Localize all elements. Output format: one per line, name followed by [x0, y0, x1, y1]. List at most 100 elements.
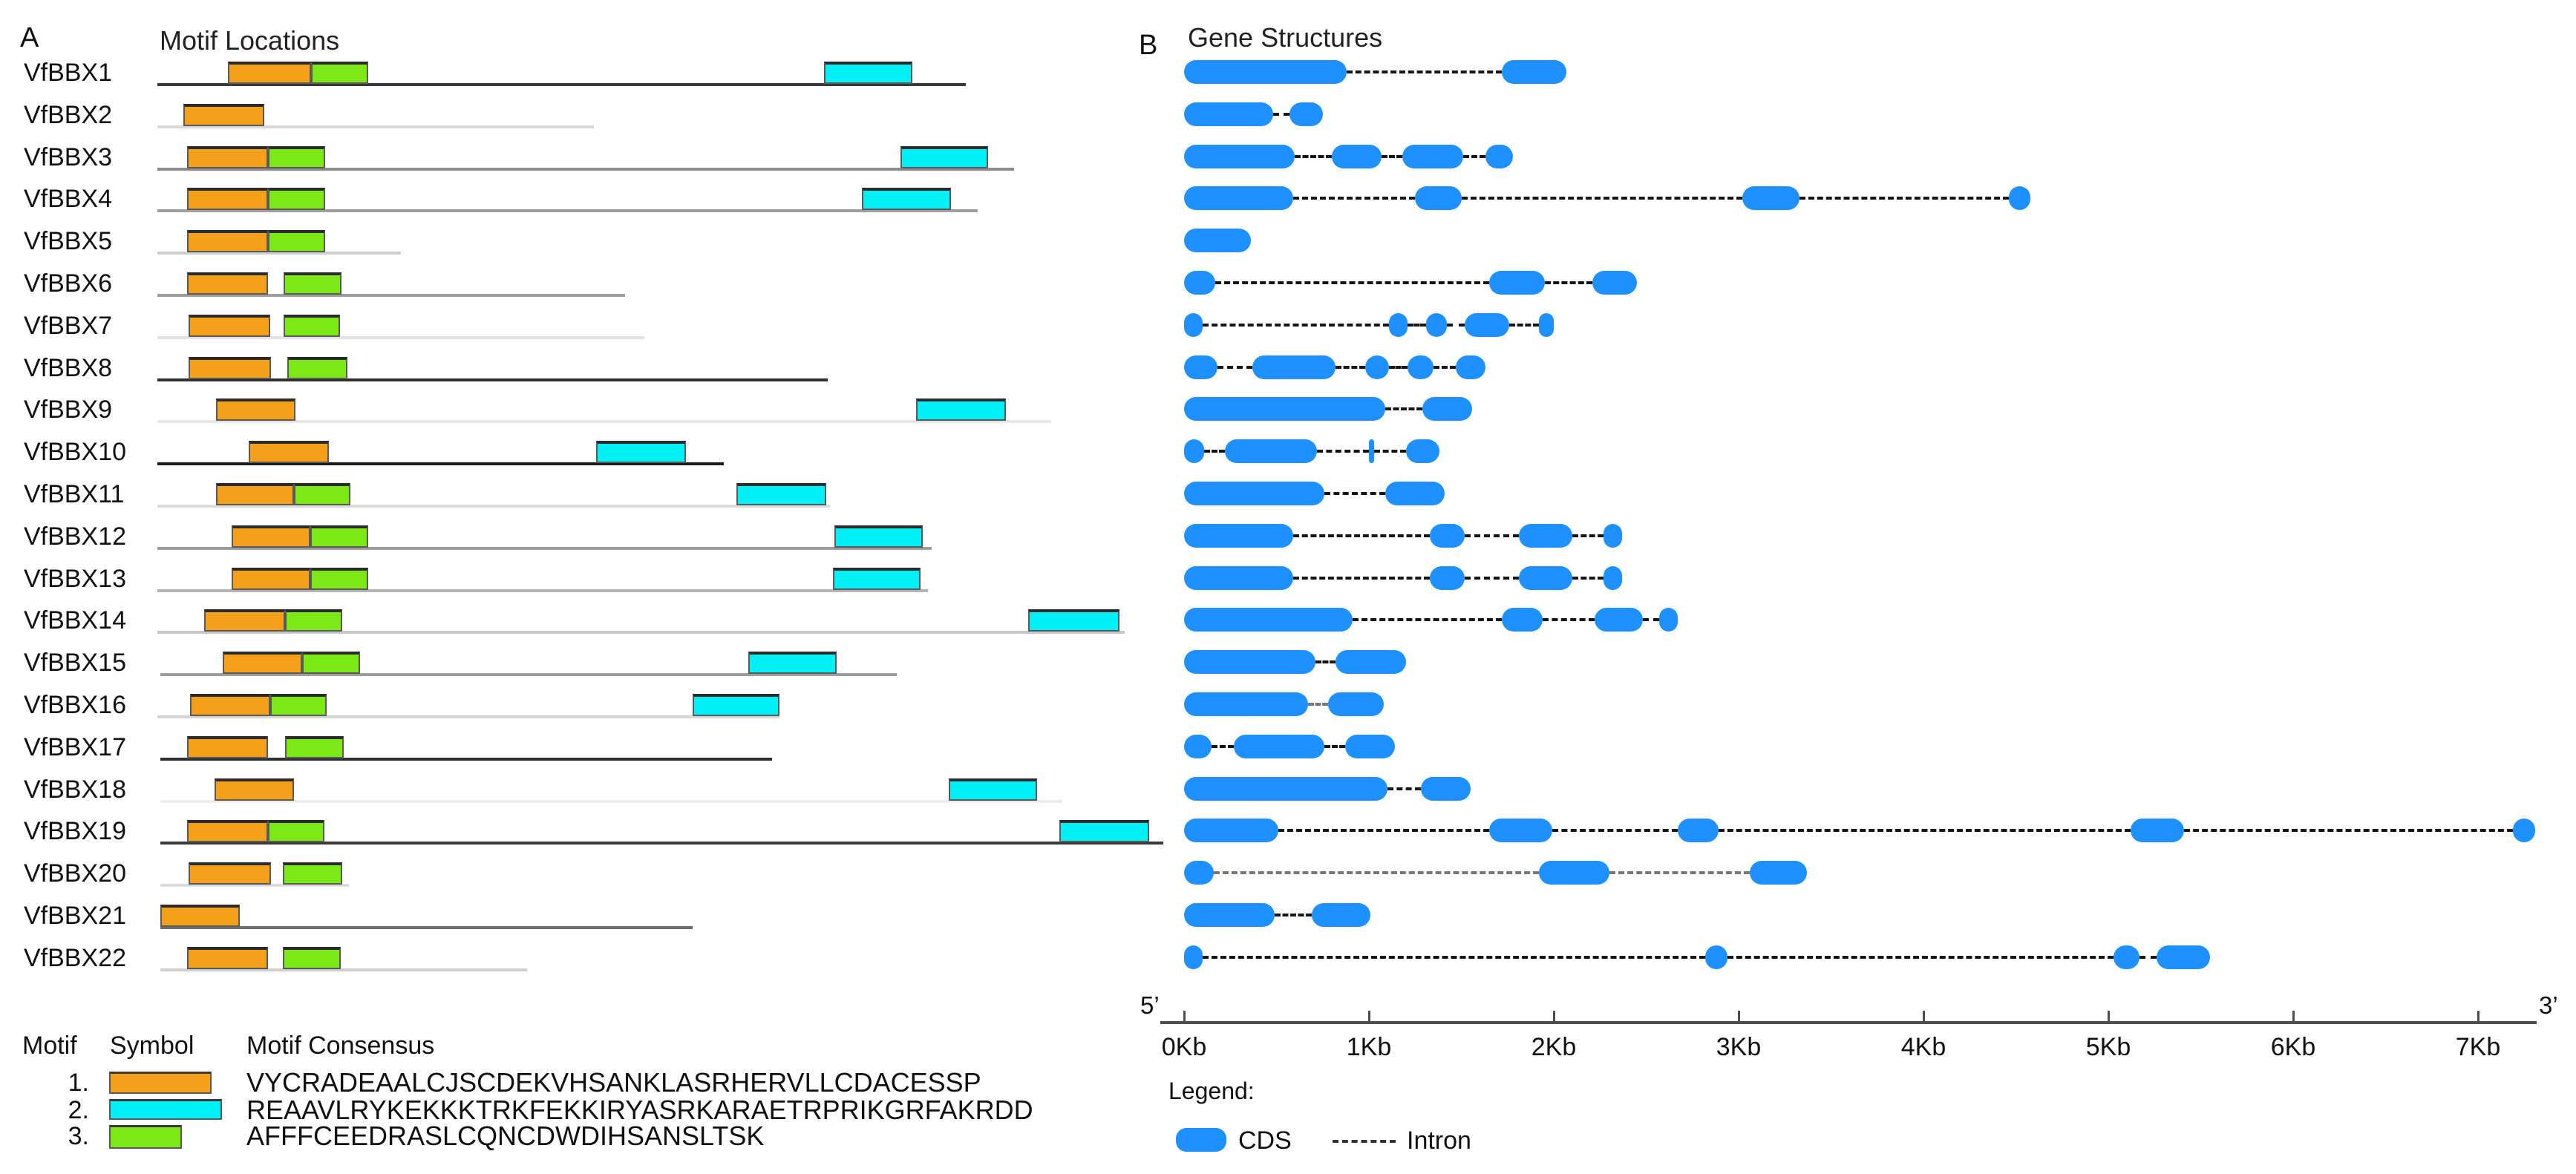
protein-name-label: VfBBX14	[24, 606, 126, 635]
intron-dash	[2139, 955, 2157, 959]
cds-box	[1749, 861, 1808, 885]
motif-1-box	[189, 314, 270, 337]
motif-consensus-sequence: AFFFCEEDRASLCQNCDWDIHSANSLTSK	[246, 1121, 765, 1151]
motif-1-box	[189, 356, 271, 379]
motif-1-box	[232, 567, 310, 590]
motif-3-box	[270, 694, 327, 716]
protein-name-label: VfBBX9	[24, 396, 113, 424]
motif-table-header-symbol: Symbol	[110, 1032, 194, 1060]
cds-box	[1184, 734, 1212, 758]
motif-1-box	[187, 735, 268, 758]
intron-dash	[1385, 407, 1423, 411]
kb-axis-line	[1160, 1021, 2537, 1024]
intron-dash	[1278, 829, 1489, 833]
cds-box	[1252, 355, 1336, 379]
motif-number: 1.	[68, 1069, 89, 1097]
protein-name-label: VfBBX2	[24, 100, 113, 129]
five-prime-label: 5’	[1140, 991, 1160, 1019]
intron-dash	[1202, 955, 1706, 959]
motif-1-box	[183, 103, 264, 126]
protein-name-label: VfBBX1	[24, 59, 113, 87]
protein-name-label: VfBBX21	[24, 902, 126, 930]
intron-dash	[1462, 154, 1485, 158]
motif-1-box	[187, 230, 268, 253]
cds-box	[1488, 819, 1552, 843]
cds-box	[1184, 776, 1387, 801]
motif-3-box	[287, 356, 347, 379]
cds-box	[1456, 355, 1485, 379]
protein-backbone-line	[157, 588, 928, 592]
protein-backbone-line	[157, 420, 1051, 424]
cds-box	[1422, 397, 1473, 422]
motif-table-header-motif: Motif	[22, 1032, 77, 1060]
protein-name-label: VfBBX10	[24, 438, 126, 467]
cds-box	[1426, 312, 1447, 337]
cds-box	[1402, 144, 1463, 168]
motif-1-box	[189, 862, 271, 885]
cds-box	[1184, 186, 1293, 211]
cds-box	[1604, 565, 1623, 590]
intron-dash	[1642, 618, 1659, 622]
motif-2-box	[1028, 609, 1119, 632]
intron-dash	[1292, 576, 1431, 580]
cds-box	[1184, 650, 1315, 675]
cds-box	[1502, 608, 1543, 632]
motif-1-box	[204, 609, 285, 632]
intron-dash	[1572, 534, 1604, 537]
protein-name-label: VfBBX17	[24, 732, 126, 761]
motif-3-box	[268, 230, 325, 253]
axis-tick-label: 1Kb	[1346, 1033, 1392, 1061]
intron-dash	[1509, 323, 1540, 327]
motif-1-box	[190, 694, 270, 716]
motif-3-box	[284, 272, 341, 295]
motif-3-box	[302, 652, 360, 675]
cds-box	[1430, 565, 1465, 590]
axis-tick	[1923, 1011, 1925, 1022]
protein-name-label: VfBBX15	[24, 649, 126, 678]
cds-box	[1184, 819, 1278, 843]
cds-box	[1184, 608, 1353, 632]
intron-legend-label: Intron	[1407, 1127, 1471, 1155]
axis-tick-label: 4Kb	[1900, 1033, 1946, 1061]
cds-box	[1430, 523, 1465, 548]
cds-box	[1420, 776, 1471, 801]
intron-dash	[1275, 914, 1312, 916]
protein-backbone-line	[157, 167, 1014, 171]
motif-number: 3.	[68, 1122, 89, 1150]
panel-b-label: B	[1139, 30, 1158, 61]
cds-box	[1365, 355, 1390, 379]
motif-3-box	[283, 946, 341, 969]
motif-3-swatch	[109, 1125, 182, 1149]
cds-box	[1592, 271, 1638, 295]
protein-name-label: VfBBX16	[24, 691, 126, 719]
intron-dash	[1215, 281, 1489, 284]
motif-1-box	[187, 272, 268, 295]
cds-box	[1184, 861, 1214, 885]
protein-backbone-line	[160, 757, 772, 761]
intron-legend-dash	[1333, 1140, 1396, 1143]
cds-box	[1415, 186, 1462, 211]
axis-tick	[1183, 1011, 1186, 1022]
cds-box	[1224, 439, 1318, 464]
motif-1-box	[187, 820, 268, 843]
motif-number: 2.	[68, 1096, 89, 1124]
intron-dash	[1217, 365, 1253, 369]
intron-dash	[1572, 576, 1604, 580]
protein-backbone-line	[160, 926, 693, 929]
three-prime-label: 3’	[2539, 991, 2558, 1019]
cds-legend-swatch	[1176, 1128, 1226, 1152]
intron-dash	[1204, 450, 1225, 453]
cds-box	[1184, 692, 1308, 716]
cds-box	[1184, 312, 1203, 337]
axis-tick-label: 6Kb	[2270, 1033, 2316, 1061]
intron-dash	[1727, 955, 2114, 959]
gene-legend-title: Legend:	[1168, 1078, 1255, 1104]
motif-1-swatch	[109, 1072, 212, 1094]
cds-box	[1184, 565, 1293, 590]
cds-box	[1518, 565, 1572, 590]
axis-tick	[1368, 1011, 1370, 1022]
cds-box	[1518, 523, 1572, 548]
intron-dash	[1324, 492, 1386, 495]
cds-box	[1289, 102, 1323, 126]
cds-box	[1389, 312, 1408, 337]
